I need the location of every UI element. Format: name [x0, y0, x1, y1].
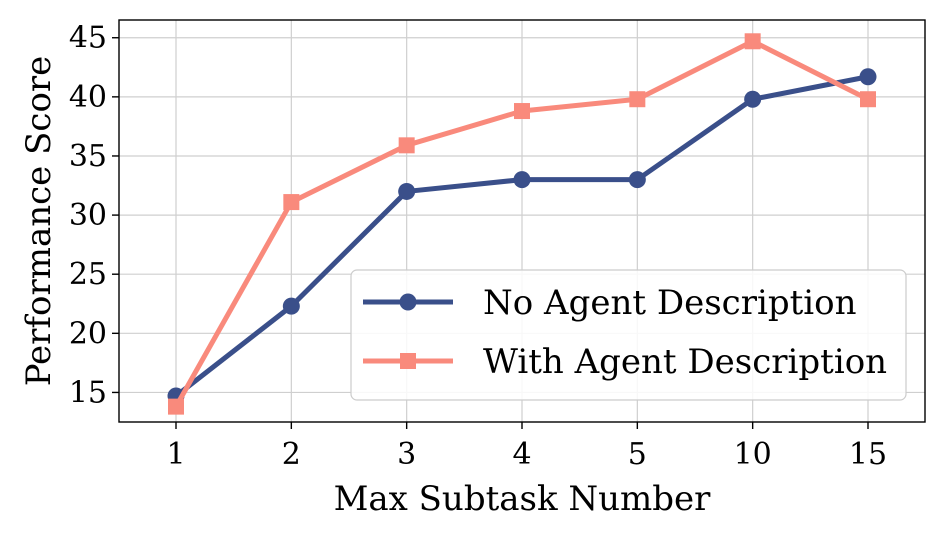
data-point [744, 90, 762, 108]
legend-box [350, 269, 907, 401]
series-layer [167, 33, 877, 415]
y-axis: 15 20 25 30 35 40 45 [69, 21, 119, 410]
data-point [629, 91, 646, 108]
data-point [282, 297, 300, 315]
y-tick-label: 35 [69, 139, 107, 174]
data-point [628, 171, 646, 189]
y-tick-label: 20 [69, 316, 107, 351]
data-point [859, 68, 877, 86]
legend-label: No Agent Description [483, 283, 857, 323]
y-tick-label: 25 [69, 257, 107, 292]
data-point [514, 103, 530, 120]
x-tick-label: 1 [166, 437, 185, 472]
x-tick-label: 10 [734, 437, 772, 472]
y-tick-label: 30 [69, 198, 107, 233]
data-point [860, 91, 876, 108]
x-tick-label: 2 [282, 437, 301, 472]
data-point [398, 182, 416, 200]
legend-label: With Agent Description [483, 342, 887, 382]
y-tick-label: 40 [69, 80, 107, 115]
data-point [168, 398, 184, 415]
y-tick-label: 15 [69, 375, 107, 410]
x-tick-label: 3 [397, 437, 416, 472]
series-2 [168, 33, 876, 415]
data-point [398, 137, 415, 154]
y-tick-label: 45 [69, 21, 107, 56]
legend: No Agent Description With Agent Descripti… [350, 269, 907, 401]
x-tick-label: 15 [849, 437, 887, 472]
x-tick-label: 4 [512, 437, 531, 472]
legend-entry: With Agent Description [363, 342, 887, 382]
data-point [283, 194, 300, 211]
data-point [744, 33, 761, 50]
legend-swatch-marker [400, 353, 416, 369]
x-tick-label: 5 [628, 437, 647, 472]
legend-swatch-marker [399, 293, 417, 311]
legend-entry: No Agent Description [363, 283, 857, 323]
x-axis-label: Max Subtask Number [334, 479, 712, 519]
x-axis: 1 2 3 4 5 10 15 [166, 422, 887, 472]
data-point [513, 171, 531, 189]
y-axis-label: Performance Score [19, 56, 59, 387]
